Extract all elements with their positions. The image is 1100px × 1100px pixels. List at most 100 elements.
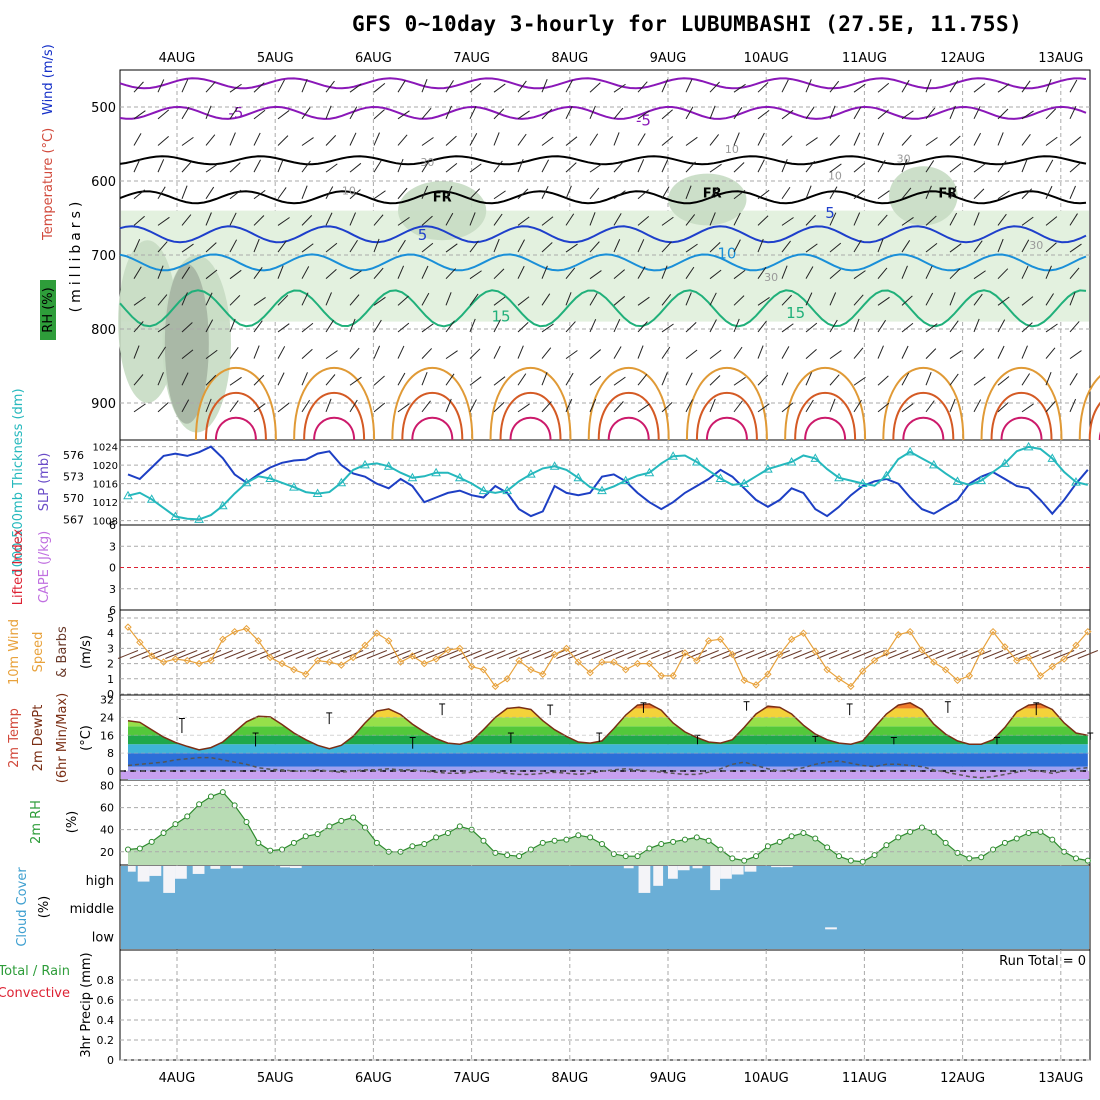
wind-barb: [373, 109, 385, 120]
freezing-level-label: FR: [703, 186, 722, 201]
wind-barb: [613, 132, 620, 146]
high-cloud-block: [149, 866, 162, 876]
wind-barb: [901, 217, 914, 226]
rh-point: [539, 839, 546, 846]
wind-barb: [325, 374, 336, 386]
wind-barb: [1069, 79, 1078, 93]
wind-barb: [188, 650, 210, 659]
boundary-layer-contour: [705, 416, 748, 441]
wind-barb: [517, 158, 524, 173]
wind-barb: [864, 650, 885, 659]
wind-barb: [277, 217, 290, 226]
wind-barb: [181, 79, 189, 93]
wind-barb: [301, 243, 314, 253]
pressure-tick-label: 800: [91, 323, 116, 338]
rh-point: [184, 813, 191, 820]
rh-contour-label: 30: [764, 271, 778, 284]
wind-barb: [997, 238, 1004, 253]
wind-speed-point: [562, 644, 571, 653]
wind-barb: [212, 650, 233, 659]
wind-barb: [901, 134, 912, 146]
wind-speed-point: [456, 644, 464, 653]
rh-point: [575, 832, 582, 839]
high-cloud-block: [780, 866, 793, 868]
rh-tick-label: 20: [100, 846, 114, 859]
wind-speed-point: [207, 656, 215, 665]
wind-speed-point: [574, 658, 583, 666]
wind-barb: [493, 268, 505, 280]
wind-speed-point: [539, 670, 547, 678]
wind-barb: [445, 162, 458, 173]
wind-barb: [229, 239, 238, 253]
date-tick-label: 10AUG: [744, 1071, 789, 1086]
thickness-point: [289, 482, 299, 491]
wind-speed-point: [550, 650, 559, 659]
wind-barb: [637, 110, 650, 120]
wind-barb: [877, 132, 885, 146]
wind-barb: [829, 319, 838, 333]
wind-barb: [373, 132, 381, 146]
date-tick-label: 4AUG: [159, 1071, 196, 1086]
rh-point: [563, 836, 570, 843]
wind-barb: [325, 319, 334, 333]
wind-barb: [805, 372, 813, 386]
wind-barb: [589, 212, 596, 226]
wind-speed-point: [645, 659, 654, 668]
pressure-tick-label: 500: [91, 101, 116, 116]
wind-barb: [685, 136, 698, 146]
boundary-layer-contour: [882, 367, 965, 441]
wind-barb: [949, 320, 959, 333]
wind-barb: [997, 83, 1010, 93]
wind-barb: [277, 402, 290, 413]
wind-speed-point: [124, 623, 132, 631]
wind-barb: [253, 238, 260, 253]
wind-barb: [397, 295, 409, 306]
wind-barb: [925, 107, 936, 120]
wind-barb: [157, 323, 170, 333]
wind-barb: [733, 269, 746, 280]
wind-barb: [925, 137, 938, 146]
wind-barb: [661, 294, 672, 306]
wind-speed-point: [681, 649, 689, 657]
wind-tick-label: 2: [107, 658, 114, 671]
thickness-point: [810, 453, 821, 462]
slp-tick-label: 1008: [93, 517, 118, 528]
wind-barb: [589, 398, 597, 413]
wind-barb: [613, 295, 626, 306]
wind-barb: [421, 137, 434, 146]
wind-barb: [745, 650, 767, 659]
boundary-layer-contour: [892, 391, 955, 441]
panel-precip: [119, 949, 1091, 1061]
wind-barb: [349, 239, 358, 253]
wind-barb: [133, 189, 146, 200]
wind-barb: [421, 372, 428, 386]
wind-barb: [425, 650, 447, 659]
wind-speed-point: [633, 659, 642, 668]
wind-speed-point: [740, 676, 748, 685]
wind-barb: [733, 239, 741, 253]
top-date-axis: 4AUG 5AUG 6AUG 7AUG 8AUG 9AUG 10AUG 11AUG 12AUG 1…: [159, 51, 1084, 66]
cape-side-labels-2: CAPE (J/kg): [37, 531, 52, 603]
rh-point: [196, 801, 203, 808]
wind-barb: [165, 650, 186, 659]
wind-barb: [781, 650, 802, 659]
wind-barb: [541, 347, 552, 359]
wind-barb: [888, 650, 909, 659]
boundary-layer-contour: [597, 391, 660, 441]
wind-barb: [1069, 243, 1082, 253]
wind-barb: [133, 239, 141, 253]
thickness-point: [217, 500, 228, 510]
wind-barb: [205, 105, 212, 120]
slp-axis-label: SLP (mb): [37, 453, 52, 512]
wind-barb: [805, 399, 814, 413]
wind-barb: [397, 187, 408, 200]
wind-barb: [325, 350, 338, 360]
wind-barb: [565, 243, 578, 253]
wind-barb: [565, 213, 575, 226]
wind-barb: [133, 266, 142, 279]
wind-barb: [541, 242, 553, 253]
wind-barb: [637, 321, 648, 333]
rh-point: [456, 823, 463, 830]
wind-speed-point: [195, 659, 203, 668]
